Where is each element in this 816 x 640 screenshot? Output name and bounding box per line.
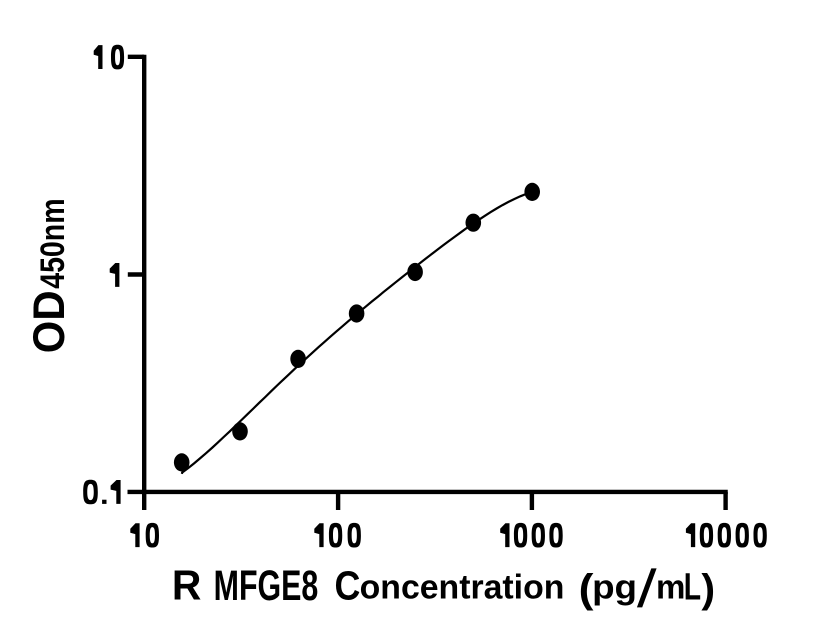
- svg-text:450nm: 450nm: [34, 198, 72, 288]
- svg-text:): ): [701, 565, 715, 610]
- svg-text:MFGE8: MFGE8: [214, 561, 319, 609]
- svg-text:oncentration: oncentration: [360, 568, 565, 606]
- svg-text:R: R: [172, 562, 202, 609]
- svg-text:(: (: [579, 566, 595, 610]
- svg-text:OD: OD: [25, 290, 74, 353]
- svg-text:pg: pg: [592, 568, 637, 606]
- svg-text:L: L: [684, 566, 701, 608]
- svg-text:m: m: [656, 569, 685, 607]
- svg-text:C: C: [335, 564, 361, 610]
